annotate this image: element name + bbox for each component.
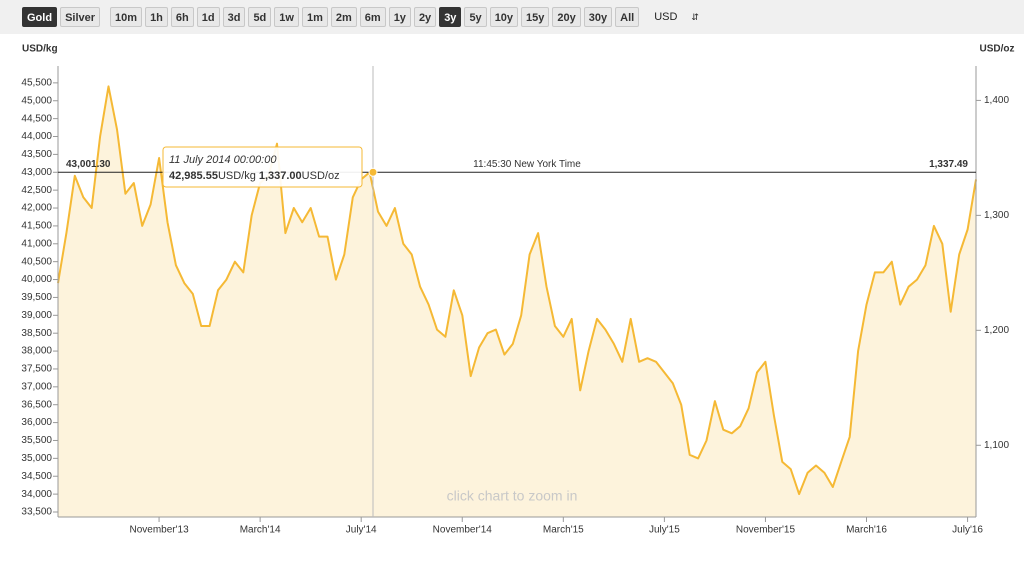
toolbar-button[interactable]: 1w — [274, 7, 299, 27]
y-tick-label: 41,000 — [21, 238, 52, 249]
toolbar-button[interactable]: 30y — [583, 7, 613, 27]
toolbar-button[interactable]: 1d — [196, 7, 220, 27]
toolbar-button[interactable]: 1m — [301, 7, 328, 27]
y-axis-label: USD/kg — [22, 44, 58, 55]
x-tick-label: March'15 — [543, 525, 584, 536]
y-tick-label: 42,500 — [21, 185, 52, 196]
toolbar-button[interactable]: Silver — [60, 7, 101, 27]
y-tick-label: 37,500 — [21, 364, 52, 375]
y-tick-label: 34,000 — [21, 489, 52, 500]
y-tick-label: 37,000 — [21, 381, 52, 392]
y-tick-label: 35,000 — [21, 453, 52, 464]
y-tick-label: 40,000 — [21, 274, 52, 285]
annotation: click chart to zoom in — [447, 488, 578, 504]
tooltip-oz_unit: USD/oz — [302, 170, 340, 182]
x-tick-label: November'15 — [736, 525, 796, 536]
toolbar-button[interactable]: 5d — [248, 7, 272, 27]
select-arrow: ⇵ — [691, 12, 699, 22]
x-tick-label: November'14 — [433, 525, 493, 536]
y-tick-label: 33,500 — [21, 507, 52, 518]
y-tick-label: 41,500 — [21, 221, 52, 232]
toolbar-button[interactable]: 15y — [521, 7, 550, 27]
toolbar-button[interactable]: 1h — [145, 7, 168, 27]
y2-tick-label: 1,100 — [984, 440, 1009, 451]
y2-tick-label: 1,400 — [984, 95, 1009, 106]
y-tick-label: 36,000 — [21, 417, 52, 428]
toolbar-button[interactable]: 6h — [170, 7, 194, 27]
tooltip-values: 42,985.55USD/kg 1,337.00USD/oz — [169, 170, 340, 182]
y-tick-label: 43,000 — [21, 167, 52, 178]
tooltip-kg_value: 42,985.55 — [169, 170, 218, 182]
x-tick-label: July'14 — [346, 525, 377, 536]
crosshair-time: 11:45:30 New York Time — [473, 159, 581, 170]
y-tick-label: 44,000 — [21, 131, 52, 142]
toolbar-button[interactable]: 1y — [388, 7, 411, 27]
tooltip-box — [162, 146, 363, 188]
toolbar-button[interactable]: All — [615, 7, 640, 27]
tooltip-kg_unit: USD/kg — [218, 170, 256, 182]
y-tick-label: 43,500 — [21, 149, 52, 160]
y-tick-label: 34,500 — [21, 471, 52, 482]
line — [57, 85, 977, 496]
tooltip-date: 11 July 2014 00:00:00 — [169, 154, 277, 166]
toolbar-button[interactable]: 5y — [464, 7, 487, 27]
toolbar-button[interactable]: 2y — [413, 7, 437, 27]
toolbar-button[interactable]: Gold — [22, 7, 58, 27]
crosshair-label: 43,001.30 — [66, 159, 111, 170]
toolbar: Gold Silver 10m 1h 6h 1d 3d 5d 1w 1m 2m 6m 1y 2y 3y 5y 1… — [0, 0, 1024, 34]
hover-marker — [368, 167, 378, 177]
y-tick-label: 36,500 — [21, 399, 52, 410]
currency-select[interactable]: USD ⇵ — [654, 11, 699, 23]
x-tick-label: July'16 — [952, 525, 983, 536]
y-tick-label: 45,000 — [21, 95, 52, 106]
area — [58, 86, 976, 518]
y2-tick-label: 1,300 — [984, 210, 1009, 221]
x-tick-label: March'14 — [240, 525, 281, 536]
toolbar-button[interactable]: 20y — [552, 7, 581, 27]
y-tick-label: 35,500 — [21, 435, 52, 446]
x-tick-label: March'16 — [846, 525, 887, 536]
y2-tick-label: 1,200 — [984, 325, 1009, 336]
y-tick-label: 45,500 — [21, 78, 52, 89]
toolbar-button[interactable]: 3y — [439, 7, 462, 27]
y-tick-label: 42,000 — [21, 203, 52, 214]
y-tick-label: 38,500 — [21, 328, 52, 339]
y-tick-label: 39,500 — [21, 292, 52, 303]
crosshair-right-label: 1,337.49 — [929, 159, 968, 170]
toolbar-button[interactable]: 2m — [330, 7, 357, 27]
toolbar-button[interactable]: 3d — [222, 7, 246, 27]
toolbar-button[interactable]: 10m — [110, 7, 143, 27]
x-tick-label: July'15 — [649, 525, 680, 536]
y2-axis-label: USD/oz — [980, 44, 1015, 55]
x-tick-label: November'13 — [129, 525, 189, 536]
y-tick-label: 40,500 — [21, 256, 52, 267]
tooltip-oz_value: 1,337.00 — [259, 170, 302, 182]
y-tick-label: 39,000 — [21, 310, 52, 321]
toolbar-button[interactable]: 10y — [489, 7, 519, 27]
toolbar-button[interactable]: 6m — [359, 7, 386, 27]
y-tick-label: 44,500 — [21, 113, 52, 124]
currency-value: USD — [654, 11, 678, 23]
y-tick-label: 38,000 — [21, 346, 52, 357]
